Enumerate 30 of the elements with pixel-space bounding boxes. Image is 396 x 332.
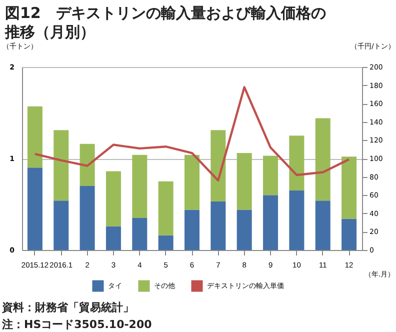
- bar: [289, 136, 304, 191]
- bar: [184, 210, 200, 250]
- bar: [54, 200, 69, 250]
- bar: [342, 218, 357, 250]
- bar: [132, 218, 148, 250]
- bar: [132, 154, 148, 218]
- bar: [106, 171, 121, 226]
- bar: [236, 153, 252, 210]
- bar: [80, 186, 95, 250]
- bar: [184, 154, 200, 210]
- bar: [210, 202, 226, 250]
- bar: [236, 210, 252, 250]
- chart-title: 図12 デキストリンの輸入量および輸入価格の推移（月別）: [4, 4, 326, 41]
- bar: [315, 118, 330, 201]
- text: 注：HSコード3505.10-200: [1, 318, 152, 331]
- bar: [54, 130, 69, 201]
- bar: [80, 144, 95, 186]
- bar: [315, 200, 330, 250]
- bar: [158, 181, 174, 236]
- bar: [158, 235, 174, 250]
- bar: [27, 168, 42, 250]
- bar: [263, 156, 278, 196]
- bar: [289, 190, 304, 250]
- bar: [27, 106, 42, 168]
- text: 資料：財務省「貿易統計」: [1, 301, 134, 314]
- bar: [342, 156, 357, 219]
- line-series: [34, 86, 350, 182]
- bar: [263, 195, 278, 250]
- bar: [106, 226, 121, 250]
- bar: [210, 130, 226, 202]
